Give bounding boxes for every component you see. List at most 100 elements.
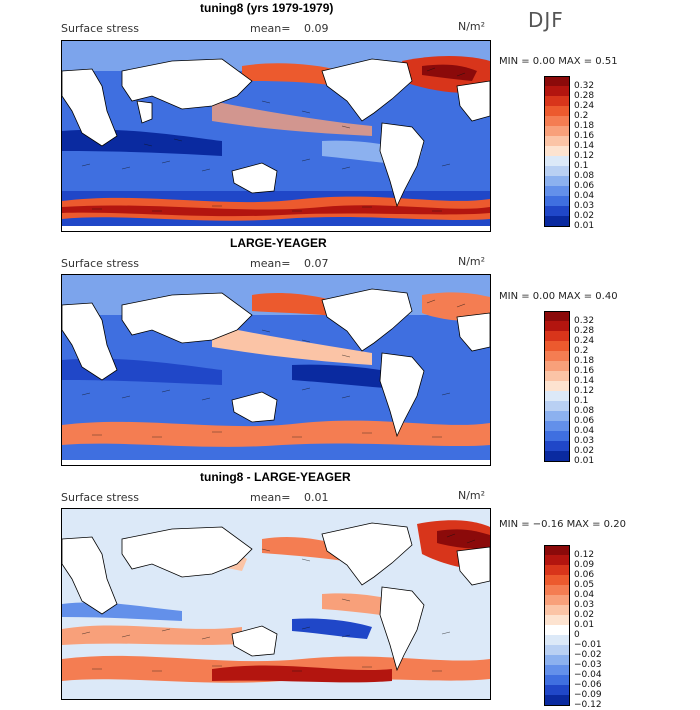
colorbar-tick-label: 0.28 — [574, 326, 595, 336]
colorbar-swatch — [544, 341, 570, 351]
season-label: DJF — [528, 8, 564, 32]
panel-3-map — [61, 508, 491, 700]
panel-1-variable: Surface stress — [61, 22, 139, 35]
colorbar-swatch — [544, 451, 570, 462]
colorbar-swatch — [544, 441, 570, 451]
colorbar-tick-label: −0.03 — [574, 660, 602, 670]
colorbar-swatch — [544, 126, 570, 136]
colorbar-swatch — [544, 116, 570, 126]
panel-2-variable: Surface stress — [61, 257, 139, 270]
panel-3-title: tuning8 - LARGE-YEAGER — [200, 470, 351, 484]
colorbar-swatch — [544, 331, 570, 341]
colorbar-swatch — [544, 86, 570, 96]
colorbar-tick-label: −0.04 — [574, 670, 602, 680]
colorbar-tick-label: 0.24 — [574, 101, 595, 111]
panel-2-mean-label: mean= — [250, 257, 291, 270]
colorbar-swatch — [544, 106, 570, 116]
panel-2-mean-value: 0.07 — [304, 257, 329, 270]
colorbar-tick-label: 0.01 — [574, 221, 595, 231]
colorbar-swatch — [544, 685, 570, 695]
colorbar-swatch — [544, 625, 570, 635]
panel-1-mean-value: 0.09 — [304, 22, 329, 35]
colorbar-tick-label: 0.06 — [574, 181, 595, 191]
colorbar-tick-label: 0.02 — [574, 610, 595, 620]
colorbar-swatch — [544, 615, 570, 625]
colorbar-swatch — [544, 595, 570, 605]
colorbar-swatch — [544, 695, 570, 706]
panel-1-title: tuning8 (yrs 1979-1979) — [200, 1, 334, 15]
panel-2-map-svg — [62, 275, 490, 465]
colorbar-swatch — [544, 431, 570, 441]
colorbar-tick-label: −0.12 — [574, 700, 602, 710]
colorbar-swatch — [544, 565, 570, 575]
colorbar-tick-label: 0.08 — [574, 406, 595, 416]
colorbar-tick-label: 0.2 — [574, 111, 589, 121]
panel-3-variable: Surface stress — [61, 491, 139, 504]
colorbar-tick-label: 0.12 — [574, 550, 595, 560]
colorbar-tick-label: 0.16 — [574, 131, 595, 141]
colorbar-swatch — [544, 421, 570, 431]
colorbar-swatch — [544, 675, 570, 685]
colorbar-swatch — [544, 585, 570, 595]
colorbar-tick-label: −0.06 — [574, 680, 602, 690]
colorbar-tick-label: 0.02 — [574, 446, 595, 456]
colorbar-tick-label: 0.1 — [574, 396, 589, 406]
colorbar-tick-label: 0.04 — [574, 426, 595, 436]
colorbar-tick-label: 0.14 — [574, 141, 595, 151]
colorbar-tick-label: 0.04 — [574, 191, 595, 201]
colorbar-tick-label: 0.06 — [574, 416, 595, 426]
colorbar-swatch — [544, 76, 570, 87]
colorbar-swatch — [544, 136, 570, 146]
colorbar-swatch — [544, 555, 570, 565]
colorbar-swatch — [544, 321, 570, 331]
colorbar-swatch — [544, 545, 570, 556]
colorbar-swatch — [544, 655, 570, 665]
colorbar-tick-label: 0.02 — [574, 211, 595, 221]
colorbar-swatch — [544, 351, 570, 361]
panel-2-title: LARGE-YEAGER — [230, 236, 327, 250]
panel-1-mean-label: mean= — [250, 22, 291, 35]
colorbar-tick-label: −0.02 — [574, 650, 602, 660]
panel-1-units: N/m² — [458, 20, 486, 33]
colorbar-swatch — [544, 361, 570, 371]
colorbar-tick-label: 0.18 — [574, 121, 595, 131]
colorbar-tick-label: 0.14 — [574, 376, 595, 386]
colorbar-tick-label: 0.06 — [574, 570, 595, 580]
colorbar-tick-label: 0.24 — [574, 336, 595, 346]
colorbar-tick-label: 0.03 — [574, 436, 595, 446]
colorbar-tick-label: 0.05 — [574, 580, 595, 590]
colorbar-swatch — [544, 166, 570, 176]
colorbar-tick-label: −0.09 — [574, 690, 602, 700]
panel-2-minmax: MIN = 0.00 MAX = 0.40 — [499, 291, 618, 302]
colorbar-tick-label: 0.03 — [574, 201, 595, 211]
colorbar-swatch — [544, 196, 570, 206]
colorbar-tick-label: 0.28 — [574, 91, 595, 101]
colorbar-tick-label: 0.12 — [574, 151, 595, 161]
colorbar-tick-label: 0.32 — [574, 316, 595, 326]
colorbar-tick-label: 0.1 — [574, 161, 589, 171]
colorbar-swatch — [544, 645, 570, 655]
colorbar-swatch — [544, 371, 570, 381]
colorbar-tick-label: 0.18 — [574, 356, 595, 366]
colorbar-swatch — [544, 311, 570, 322]
colorbar-tick-label: 0.12 — [574, 386, 595, 396]
panel-2-units: N/m² — [458, 255, 486, 268]
colorbar-swatch — [544, 176, 570, 186]
colorbar-swatch — [544, 575, 570, 585]
colorbar-swatch — [544, 146, 570, 156]
colorbar-tick-label: 0.32 — [574, 81, 595, 91]
panel-1-map — [61, 40, 491, 232]
colorbar-tick-label: −0.01 — [574, 640, 602, 650]
panel-3-minmax: MIN = −0.16 MAX = 0.20 — [499, 519, 626, 530]
colorbar-tick-label: 0.2 — [574, 346, 589, 356]
panel-3-mean-label: mean= — [250, 491, 291, 504]
panel-3-mean-value: 0.01 — [304, 491, 329, 504]
colorbar-tick-label: 0.16 — [574, 366, 595, 376]
colorbar-swatch — [544, 206, 570, 216]
colorbar-swatch — [544, 186, 570, 196]
colorbar-swatch — [544, 635, 570, 645]
colorbar-tick-label: 0.08 — [574, 171, 595, 181]
colorbar-tick-label: 0.04 — [574, 590, 595, 600]
colorbar-tick-label: 0.03 — [574, 600, 595, 610]
colorbar-tick-label: 0.01 — [574, 456, 595, 466]
